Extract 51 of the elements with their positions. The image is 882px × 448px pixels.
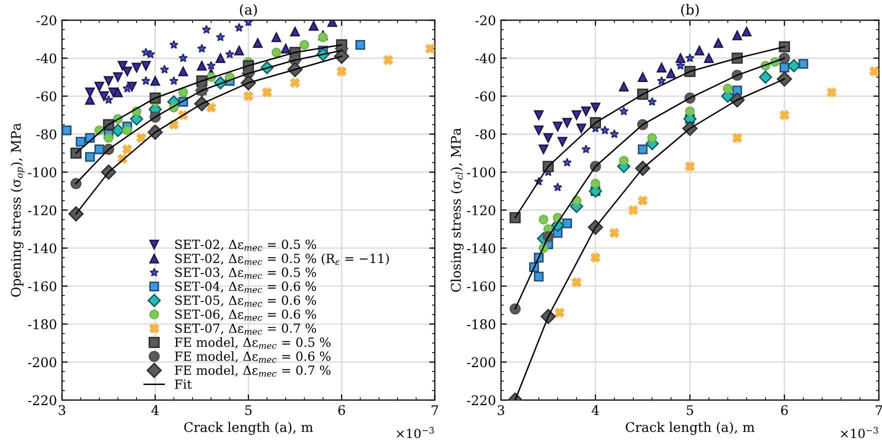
- x-tick-label: 3: [498, 405, 504, 416]
- legend-label: SET-05, Δε$_{mec}$ = 0.6 %: [175, 296, 316, 307]
- x-tick-label: 6: [781, 405, 788, 416]
- legend-label: FE model, Δε$_{mec}$ = 0.7 %: [174, 365, 330, 377]
- y-tick-label: -220: [467, 395, 496, 406]
- x-axis-title: Crack length (a), m: [626, 422, 755, 435]
- y-tick-label: -140: [467, 243, 496, 254]
- x-axis-title: Crack length (a), m: [184, 422, 313, 435]
- y-tick-label: -80: [475, 129, 496, 140]
- x-tick-label: 6: [338, 405, 345, 416]
- y-tick-label: -100: [28, 167, 56, 178]
- x-tick-label: 4: [151, 405, 159, 415]
- y-tick-label: -20: [36, 15, 56, 26]
- text: ×10$^{−3}$: [396, 426, 434, 438]
- y-tick-label: -120: [467, 205, 496, 216]
- x-tick-label: 7: [876, 405, 882, 415]
- legend-label: SET-02, Δε$_{mec}$ = 0.5 %: [175, 240, 316, 251]
- chart-title: (a): [240, 4, 257, 17]
- y-tick-label: -120: [28, 205, 56, 216]
- legend-label: FE model, Δε$_{mec}$ = 0.5 %: [174, 337, 330, 349]
- y-tick-label: -220: [28, 395, 56, 406]
- x-tick-label: 7: [432, 405, 438, 415]
- y-tick-label: -200: [28, 357, 56, 368]
- x-tick-label: 5: [245, 405, 252, 416]
- y-axis-title: Closing stress (σ$_{cl}$), MPa: [450, 128, 464, 292]
- legend-label: SET-03, Δε$_{mec}$ = 0.5 %: [175, 268, 316, 279]
- y-tick-label: -180: [28, 319, 56, 330]
- text: ×10$^{−3}$: [840, 426, 878, 438]
- y-tick-label: -80: [36, 129, 56, 140]
- legend-label: SET-02, Δε$_{mec}$ = 0.5 % (R$_{ε}$ = −11): [175, 253, 389, 266]
- y-tick-label: -60: [36, 91, 56, 102]
- legend-label: SET-06, Δε$_{mec}$ = 0.6 %: [175, 309, 316, 321]
- legend-label: FE model, Δε$_{mec}$ = 0.6 %: [174, 351, 330, 363]
- legend-label: SET-04, Δε$_{mec}$ = 0.6 %: [175, 282, 316, 293]
- legend-label: SET-07, Δε$_{mec}$ = 0.7 %: [175, 323, 316, 335]
- x-tick-label: 5: [686, 405, 694, 416]
- y-tick-label: -40: [475, 53, 496, 64]
- x-tick-label: 4: [592, 405, 599, 415]
- y-tick-label: -160: [467, 281, 496, 292]
- chart-title: (b): [681, 4, 699, 17]
- y-tick-label: -180: [467, 319, 496, 330]
- y-tick-label: -20: [475, 15, 496, 26]
- y-tick-label: -60: [475, 91, 496, 102]
- legend-label: Fit: [174, 380, 192, 389]
- y-tick-label: -140: [28, 243, 56, 254]
- y-tick-label: -100: [467, 167, 496, 178]
- y-tick-label: -200: [467, 357, 496, 368]
- x-tick-label: 3: [58, 405, 66, 416]
- y-tick-label: -40: [36, 53, 56, 64]
- y-tick-label: -160: [28, 281, 56, 292]
- y-axis-title: Opening stress (σ$_{op}$), MPa: [10, 123, 25, 297]
